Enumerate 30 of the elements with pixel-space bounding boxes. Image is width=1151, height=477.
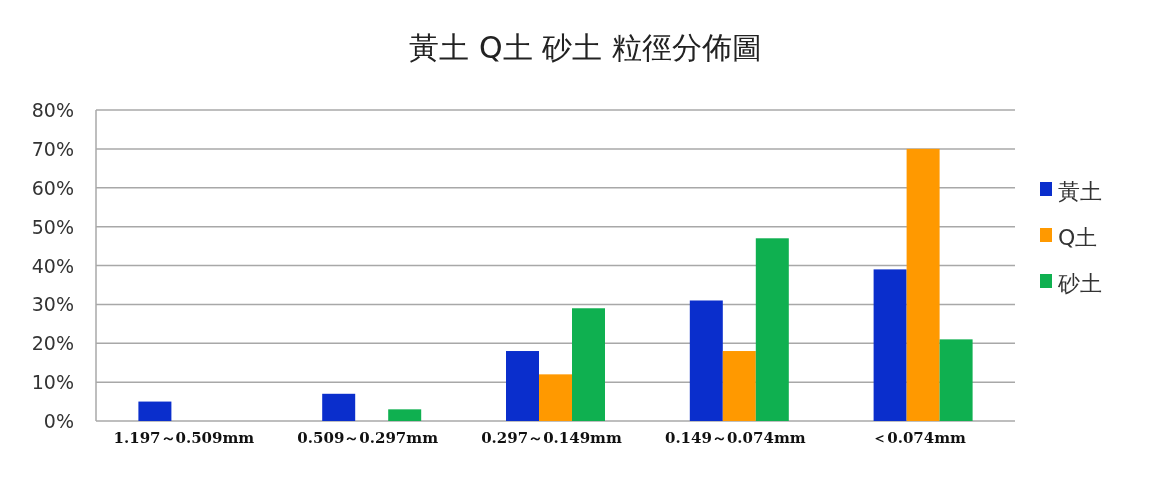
bar <box>722 351 756 421</box>
bar <box>873 269 907 421</box>
bar <box>388 409 422 421</box>
bar <box>755 238 789 421</box>
y-tick-label: 10% <box>31 371 74 394</box>
y-tick-label: 40% <box>31 254 74 277</box>
legend-label: Q土 <box>1058 225 1098 250</box>
y-tick-label: 60% <box>31 176 74 199</box>
legend-label: 黃土 <box>1058 179 1102 204</box>
y-tick-label: 0% <box>43 410 74 432</box>
bar <box>138 401 172 421</box>
y-tick-label: 80% <box>31 99 74 121</box>
y-tick-label: 70% <box>31 137 74 160</box>
bar <box>506 351 539 421</box>
chart-title: 黃土 Q土 砂土 粒徑分佈圖 <box>409 30 762 65</box>
bar <box>906 148 940 421</box>
y-tick-label: 20% <box>31 332 74 355</box>
x-tick-label: 1.197～0.509mm <box>113 429 255 447</box>
bar <box>539 374 572 421</box>
bar <box>322 393 356 421</box>
bar <box>572 308 605 421</box>
bar <box>689 300 723 421</box>
y-tick-label: 50% <box>31 215 74 238</box>
x-tick-label: 0.509～0.297mm <box>297 429 439 447</box>
legend-label: 砂土 <box>1057 271 1102 296</box>
x-tick-label: ＜0.074mm <box>872 429 967 447</box>
y-tick-label: 30% <box>31 293 74 316</box>
x-tick-label: 0.149～0.074mm <box>664 429 806 447</box>
bar <box>939 339 973 421</box>
x-tick-label: 0.297～0.149mm <box>481 429 622 447</box>
